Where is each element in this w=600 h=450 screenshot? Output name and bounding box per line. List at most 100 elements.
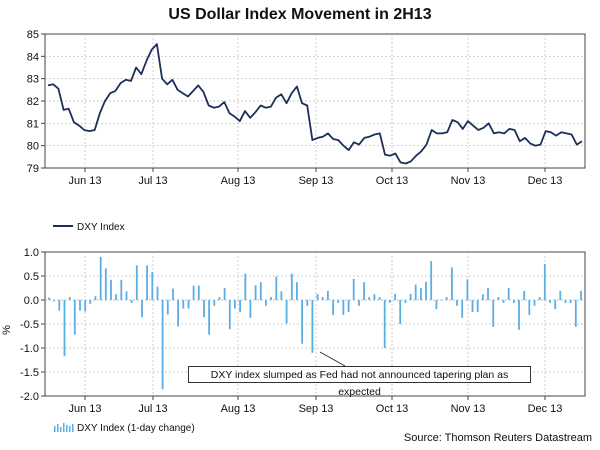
dxy-change-bar [487, 288, 489, 300]
dxy-change-bar [275, 276, 278, 300]
dxy-change-bar [228, 300, 231, 330]
source-note: Source: Thomson Reuters Datastream [403, 432, 592, 444]
bot-ytick-label: -1.5 [20, 367, 39, 379]
dxy-change-bar [259, 282, 262, 300]
top-ytick-label: 84 [27, 51, 39, 63]
dxy-change-bar [53, 300, 56, 302]
dxy-change-bar [218, 297, 221, 300]
dxy-change-bar [182, 300, 185, 309]
bot-ytick-label: -0.5 [20, 319, 39, 331]
dxy-change-bar [84, 300, 87, 312]
bar-chart-bars [48, 256, 582, 390]
bot-xtick-label: Jul 13 [138, 403, 167, 415]
dxy-change-bar [502, 300, 505, 303]
dxy-change-bar [58, 300, 61, 311]
dxy-change-bar [430, 261, 433, 300]
top-xtick-label: Dec 13 [528, 175, 563, 187]
dxy-change-bar [580, 290, 582, 300]
bar-legend-label: DXY Index (1-day change) [77, 423, 195, 434]
bot-xtick-label: Aug 13 [221, 403, 256, 415]
bar-chart-x-axis: Jun 13 Jul 13 Aug 13 Sep 13 Oct 13 Nov 13 Dec … [68, 396, 562, 415]
dxy-change-bar [409, 293, 412, 300]
dxy-change-bar [290, 273, 293, 300]
annotation-leader-line [319, 351, 346, 367]
bot-xtick-label: Jun 13 [68, 403, 101, 415]
dxy-change-bar [141, 300, 143, 318]
bar-chart-legend: DXY Index (1-day change) [54, 423, 195, 434]
dxy-change-bar [358, 300, 360, 306]
top-ytick-label: 82 [27, 96, 39, 108]
bar-legend-swatch [60, 427, 62, 432]
dxy-change-bar [110, 279, 112, 300]
dxy-index-line [47, 43, 583, 165]
dxy-change-bar [559, 290, 562, 300]
dxy-change-bar [378, 297, 381, 300]
top-ytick-label: 83 [27, 74, 39, 86]
dxy-change-bar [244, 273, 247, 300]
dxy-change-bar [440, 300, 443, 301]
dxy-change-bar [234, 300, 236, 309]
dxy-change-bar [306, 300, 309, 306]
dxy-change-bar [482, 294, 484, 300]
top-xtick-label: Jul 13 [138, 175, 167, 187]
dxy-change-bar [373, 294, 376, 300]
dxy-change-bar [197, 285, 200, 300]
dxy-change-bar [466, 279, 469, 300]
dxy-change-bar [404, 300, 407, 303]
dxy-change-bar [73, 300, 76, 335]
line-chart-gridlines [45, 34, 585, 168]
top-ytick-label: 80 [27, 141, 39, 153]
top-xtick-label: Jun 13 [68, 175, 101, 187]
dxy-change-bar [265, 300, 267, 306]
dxy-change-bar [492, 300, 495, 327]
dxy-change-bar [445, 297, 448, 300]
line-chart-y-axis: 79 80 81 82 83 84 85 [27, 29, 45, 175]
dxy-change-bar [223, 288, 226, 300]
dxy-change-bar [48, 297, 50, 300]
dxy-change-bar [104, 268, 107, 300]
line-legend-label: DXY Index [77, 222, 125, 233]
dxy-change-bar [161, 300, 164, 390]
annotation-box: DXY index slumped as Fed had not announc… [188, 366, 531, 398]
top-ytick-label: 85 [27, 29, 39, 41]
bot-xtick-label: Sep 13 [299, 403, 334, 415]
dxy-change-bar [337, 300, 340, 303]
dxy-change-bar [554, 300, 557, 310]
dxy-change-bar [280, 291, 283, 300]
dxy-change-bar [456, 300, 458, 306]
dxy-change-bar [285, 300, 288, 324]
bar-chart-ylabel: % [1, 325, 13, 335]
line-chart-x-axis: Jun 13 Jul 13 Aug 13 Sep 13 Oct 13 Nov 13 Dec … [68, 168, 562, 187]
dxy-change-bar [461, 300, 464, 318]
dxy-change-bar [130, 300, 133, 303]
dxy-change-bar [394, 293, 396, 300]
dxy-change-bar [296, 282, 298, 300]
dxy-change-bar [497, 297, 500, 300]
line-chart-panel: 79 80 81 82 83 84 85 Jun 13 Jul 13 Aug 13 Sep 13 O… [27, 29, 586, 187]
dxy-change-bar [63, 300, 66, 357]
dxy-change-bar [471, 300, 474, 312]
bot-ytick-label: -2.0 [20, 391, 39, 403]
bar-legend-swatch [72, 424, 74, 432]
dxy-change-bar [533, 300, 536, 306]
dxy-change-bar [383, 300, 386, 348]
top-ytick-label: 79 [27, 163, 39, 175]
bot-xtick-label: Nov 13 [451, 403, 486, 415]
dxy-change-bar [208, 300, 210, 335]
bot-xtick-label: Oct 13 [376, 403, 408, 415]
bar-legend-swatch [66, 425, 68, 432]
bar-chart-panel: -2.0 -1.5 -1.0 -0.5 0.0 0.5 1.0 Jun 13 Jul 13 Au… [1, 247, 586, 415]
bar-legend-swatch [54, 426, 56, 432]
top-xtick-label: Aug 13 [221, 175, 256, 187]
dxy-change-bar [172, 288, 174, 300]
dxy-change-bar [249, 300, 252, 318]
dxy-change-bar [151, 272, 154, 300]
top-ytick-label: 81 [27, 118, 39, 130]
line-chart-series [47, 43, 583, 165]
bot-xtick-label: Dec 13 [528, 403, 563, 415]
dxy-change-bar [363, 282, 365, 300]
bar-chart-y-axis: -2.0 -1.5 -1.0 -0.5 0.0 0.5 1.0 [20, 247, 45, 403]
bar-legend-swatch [57, 424, 59, 432]
dxy-change-bar [347, 300, 350, 312]
dxy-change-bar [564, 300, 567, 303]
